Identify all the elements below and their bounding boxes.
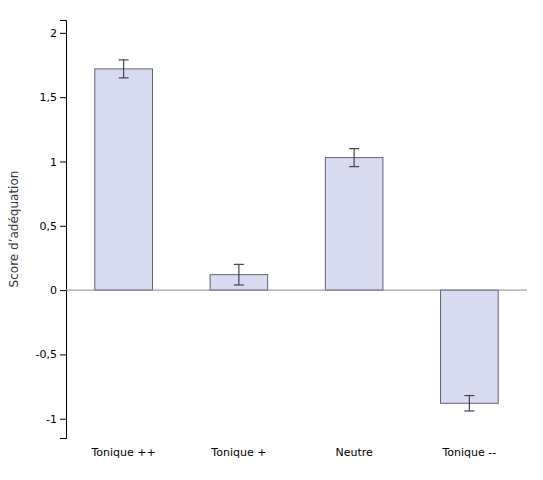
y-tick-label: 0	[50, 284, 57, 297]
y-tick-label: 1,5	[40, 91, 58, 104]
y-tick-label: 1	[50, 155, 57, 168]
y-tick-mark	[60, 354, 66, 355]
x-tick: Neutre	[335, 446, 373, 459]
error-bar	[234, 264, 244, 285]
y-tick: -0,5	[36, 348, 66, 361]
bar	[325, 158, 383, 290]
bars	[95, 69, 498, 403]
x-tick-label: Tonique ++	[90, 446, 155, 459]
error-bar-stem	[123, 60, 124, 78]
error-bar-cap	[119, 59, 129, 60]
x-axis: Tonique ++ Tonique + Neutre Tonique --	[90, 446, 496, 459]
error-bar	[464, 396, 474, 411]
x-tick: Tonique ++	[90, 446, 155, 459]
y-tick: 0,5	[40, 220, 67, 233]
y-tick-label: 2	[50, 27, 57, 40]
y-tick-mark	[60, 33, 66, 34]
y-axis-title: Score d’adéquation	[7, 171, 21, 288]
plot: -1 -0,5 0 0,5 1 1,5 2 Tonique ++ Tonique + Neutre…	[36, 21, 527, 459]
marks	[66, 60, 527, 411]
error-bar-cap	[464, 410, 474, 411]
error-bar	[349, 149, 359, 167]
y-tick-label: -1	[46, 413, 57, 426]
error-bar-cap	[119, 77, 129, 78]
y-tick-mark	[60, 97, 66, 98]
error-bar-cap	[349, 166, 359, 167]
chart: -1 -0,5 0 0,5 1 1,5 2 Tonique ++ Tonique + Neutre…	[0, 0, 543, 480]
y-tick: 2	[50, 27, 66, 40]
y-tick: 0	[50, 284, 66, 297]
bar	[95, 69, 153, 290]
y-tick: 1	[50, 155, 66, 168]
error-bar-stem	[354, 149, 355, 167]
error-bar-stem	[469, 396, 470, 411]
x-tick-label: Tonique +	[210, 446, 266, 459]
x-tick: Tonique +	[210, 446, 266, 459]
x-tick-label: Tonique --	[441, 446, 496, 459]
y-tick-mark	[60, 419, 66, 420]
x-tick-label: Neutre	[335, 446, 373, 459]
error-bar	[119, 60, 129, 78]
error-bar-cap	[234, 284, 244, 285]
error-bars	[119, 60, 475, 411]
error-bar-cap	[349, 148, 359, 149]
y-tick-mark	[60, 290, 66, 291]
y-axis: -1 -0,5 0 0,5 1 1,5 2	[36, 21, 67, 439]
y-tick: -1	[46, 413, 66, 426]
x-tick: Tonique --	[441, 446, 496, 459]
y-axis-line	[60, 21, 67, 439]
y-tick-mark	[60, 161, 66, 162]
error-bar-stem	[238, 264, 239, 285]
y-tick-mark	[60, 226, 66, 227]
bar	[441, 290, 499, 403]
error-bar-cap	[464, 395, 474, 396]
zero-line	[66, 290, 527, 291]
y-tick-label: -0,5	[36, 348, 57, 361]
y-tick-label: 0,5	[40, 220, 58, 233]
y-tick: 1,5	[40, 91, 67, 104]
error-bar-cap	[234, 264, 244, 265]
